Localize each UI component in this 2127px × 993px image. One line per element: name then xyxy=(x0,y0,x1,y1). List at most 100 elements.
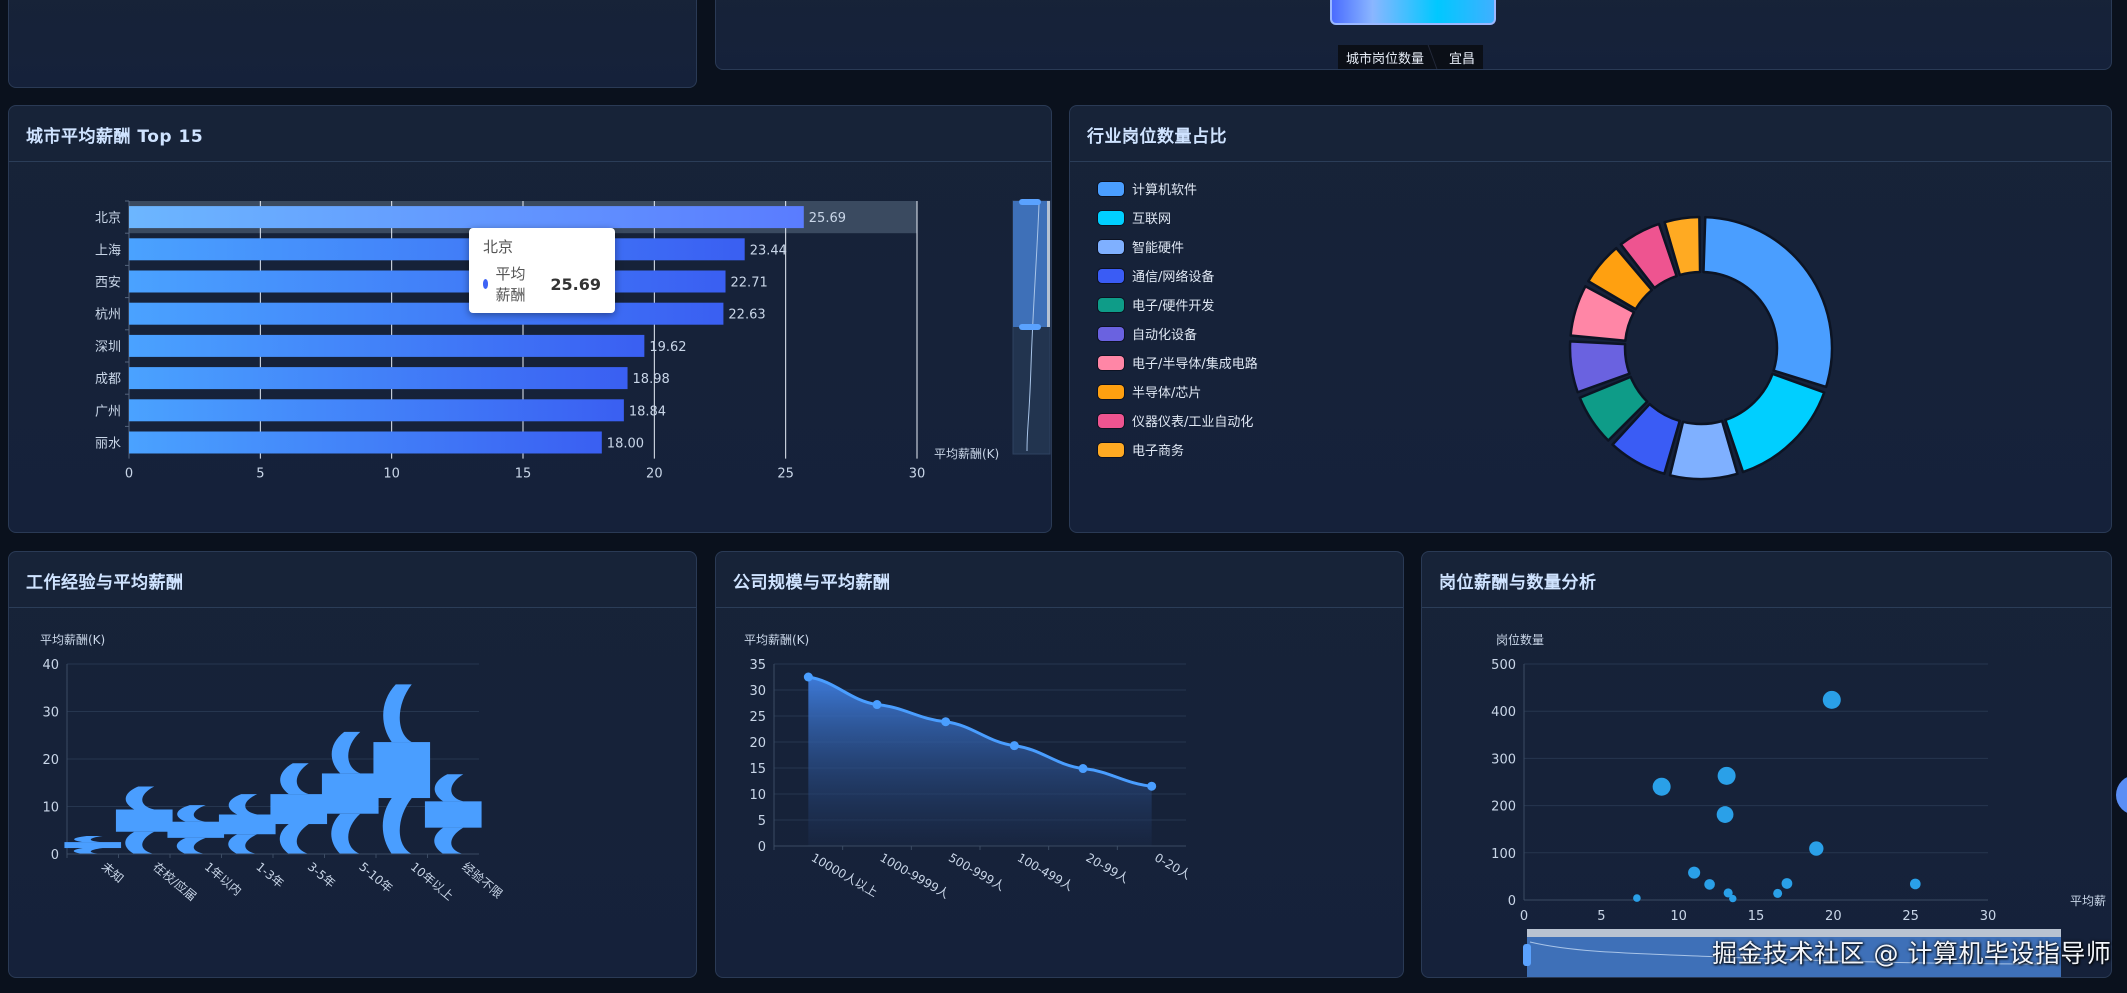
x-tick-label: 20 xyxy=(1825,909,1842,924)
x-tick-label: 1000-9999人 xyxy=(878,850,952,901)
scatter-point[interactable] xyxy=(1633,894,1641,902)
scatter-point[interactable] xyxy=(1652,777,1671,796)
legend-item[interactable]: 互联网 xyxy=(1098,203,1258,232)
x-tick-label: 25 xyxy=(777,467,794,482)
datazoom-handle-left[interactable] xyxy=(1523,944,1531,966)
bar[interactable] xyxy=(129,431,602,454)
donut-slice[interactable] xyxy=(1663,215,1702,277)
category-label: 杭州 xyxy=(95,308,121,323)
data-point[interactable] xyxy=(1147,781,1157,791)
scatter-point[interactable] xyxy=(1688,866,1701,879)
x-tick-label: 5 xyxy=(1597,909,1605,924)
pictorial-bar[interactable] xyxy=(373,684,431,854)
scatter-point[interactable] xyxy=(1909,878,1921,890)
bar[interactable] xyxy=(129,238,745,261)
legend-item[interactable]: 计算机软件 xyxy=(1098,174,1258,203)
industry-donut-chart[interactable] xyxy=(1070,106,2112,533)
bar[interactable] xyxy=(129,270,726,293)
legend-item[interactable]: 仪器仪表/工业自动化 xyxy=(1098,406,1258,435)
scatter-point[interactable] xyxy=(1781,878,1793,889)
value-label: 18.00 xyxy=(607,437,644,452)
pictorial-bar[interactable] xyxy=(64,835,122,854)
x-tick-label: 3-5年 xyxy=(305,860,338,891)
value-label: 23.44 xyxy=(750,243,787,258)
scatter-point[interactable] xyxy=(1717,766,1736,785)
panel-title: 岗位薪酬与数量分析 xyxy=(1439,573,1597,593)
city-bar-chart[interactable]: 北京 25.69 上海 23.44 西安 22.71 杭州 22.63 深圳 19.62 成都 18.… xyxy=(9,106,1052,533)
y-tick-label: 25 xyxy=(749,710,766,725)
legend-label: 通信/网络设备 xyxy=(1132,270,1215,285)
donut-slice[interactable] xyxy=(1619,222,1678,290)
data-point[interactable] xyxy=(1009,741,1019,751)
legend-item[interactable]: 自动化设备 xyxy=(1098,319,1258,348)
donut-slice[interactable] xyxy=(1568,340,1631,394)
y-tick-label: 10 xyxy=(42,801,59,816)
category-label: 上海 xyxy=(95,243,121,258)
breadcrumb-current[interactable]: 宜昌 xyxy=(1449,51,1476,67)
pictorial-bar[interactable] xyxy=(424,774,482,854)
donut-slice[interactable] xyxy=(1668,419,1739,481)
donut-slice[interactable] xyxy=(1569,285,1636,343)
scatter-point[interactable] xyxy=(1723,888,1733,898)
bar[interactable] xyxy=(129,334,645,357)
donut-slice[interactable] xyxy=(1578,375,1649,442)
scatter-point[interactable] xyxy=(1822,690,1841,709)
legend-item[interactable]: 通信/网络设备 xyxy=(1098,261,1258,290)
scatter-point[interactable] xyxy=(1729,894,1737,903)
datazoom-handle-bottom[interactable] xyxy=(1019,324,1041,330)
bar[interactable] xyxy=(129,399,624,422)
data-point[interactable] xyxy=(1078,764,1088,774)
donut-slice[interactable] xyxy=(1587,246,1654,311)
city-salary-panel: 城市平均薪酬 Top 15 北京 25.69 上海 23.44 西安 22.71 杭州 22.… xyxy=(8,105,1052,533)
bar[interactable] xyxy=(129,302,724,325)
data-point[interactable] xyxy=(941,717,951,727)
data-point[interactable] xyxy=(872,700,882,710)
company-area-chart[interactable]: 0 5 10 15 20 25 30 35 平均薪酬(K) 10000人以上1000-9999人5… xyxy=(716,552,1404,978)
x-tick-label: 15 xyxy=(515,467,532,482)
tooltip-title: 北京 xyxy=(483,238,514,256)
legend-item[interactable]: 电子/半导体/集成电路 xyxy=(1098,348,1258,377)
donut-slice[interactable] xyxy=(1724,372,1826,474)
scatter-point[interactable] xyxy=(1704,879,1715,890)
experience-pictorial-chart[interactable]: 0 10 20 30 40 平均薪酬(K) 未知 在校/应届 1年以内 1-3年 3-5年 5-10年… xyxy=(9,552,697,978)
datazoom-handle-top[interactable] xyxy=(1019,199,1041,205)
pictorial-bar[interactable] xyxy=(115,786,173,854)
legend-item[interactable]: 半导体/芯片 xyxy=(1098,377,1258,406)
legend-label: 半导体/芯片 xyxy=(1132,386,1202,401)
floating-action-button[interactable] xyxy=(2116,775,2127,815)
value-label: 19.62 xyxy=(649,340,686,355)
legend-item[interactable]: 电子/硬件开发 xyxy=(1098,290,1258,319)
x-tick-label: 10 xyxy=(1670,909,1687,924)
horizontal-datazoom[interactable] xyxy=(1523,929,2061,977)
legend-item[interactable]: 电子商务 xyxy=(1098,435,1258,464)
x-tick-label: 5-10年 xyxy=(356,860,395,896)
donut-slice[interactable] xyxy=(1702,215,1834,389)
bar[interactable] xyxy=(129,206,804,229)
scatter-point[interactable] xyxy=(1809,841,1824,856)
scatter-point[interactable] xyxy=(1716,806,1734,823)
treemap-cell-yichang[interactable] xyxy=(1330,0,1496,25)
panel-title: 行业岗位数量占比 xyxy=(1087,127,1227,147)
breadcrumb-root[interactable]: 城市岗位数量 xyxy=(1346,51,1425,67)
legend-item[interactable]: 智能硬件 xyxy=(1098,232,1258,261)
bar[interactable] xyxy=(129,367,628,390)
tooltip-value: 25.69 xyxy=(550,274,601,294)
panel-title: 城市平均薪酬 Top 15 xyxy=(26,127,204,147)
x-tick-label: 经验不限 xyxy=(459,859,505,901)
x-tick-label: 30 xyxy=(1980,909,1997,924)
vertical-datazoom[interactable] xyxy=(1012,199,1051,455)
pictorial-bar[interactable] xyxy=(321,731,379,854)
scatter-point[interactable] xyxy=(1773,888,1783,898)
panel-title: 工作经验与平均薪酬 xyxy=(26,573,184,593)
category-label: 西安 xyxy=(95,276,121,291)
pictorial-bar[interactable] xyxy=(270,763,328,854)
pictorial-bar[interactable] xyxy=(218,794,276,854)
data-point[interactable] xyxy=(803,672,813,682)
pictorial-bar[interactable] xyxy=(167,805,225,854)
line-series[interactable] xyxy=(808,675,1152,788)
x-tick-label: 0-20人 xyxy=(1152,850,1193,882)
y-tick-label: 10 xyxy=(749,788,766,803)
donut-slice[interactable] xyxy=(1611,402,1681,476)
legend-label: 仪器仪表/工业自动化 xyxy=(1132,415,1254,430)
